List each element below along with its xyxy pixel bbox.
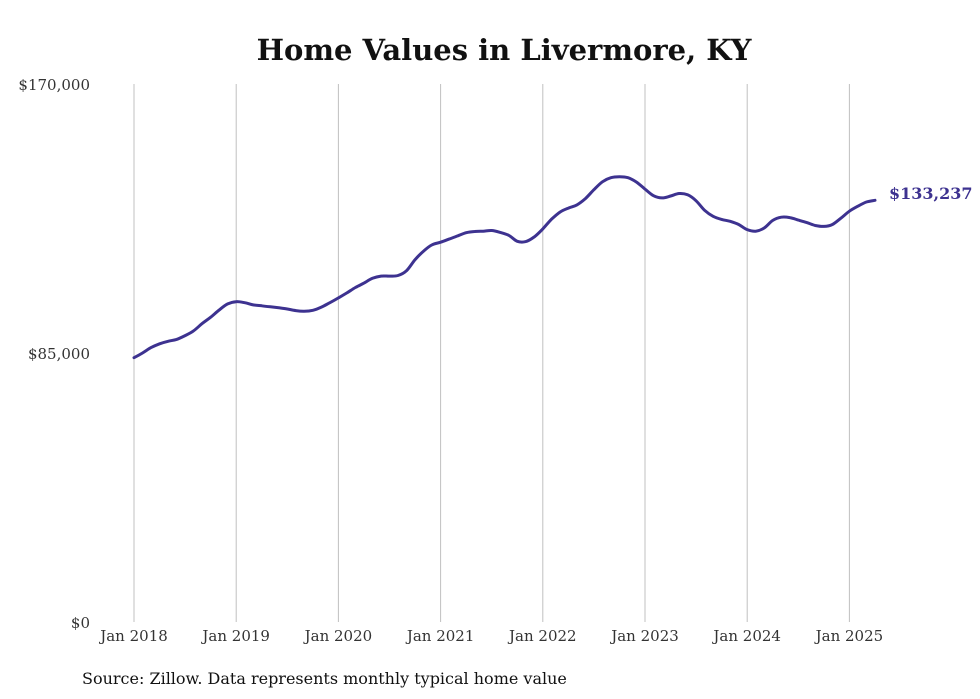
- y-axis-ticks: $0 $85,000 $170,000: [18, 76, 90, 632]
- x-tick-label: Jan 2023: [609, 627, 679, 645]
- source-note: Source: Zillow. Data represents monthly …: [82, 669, 567, 688]
- home-value-line: [132, 175, 877, 360]
- x-axis-ticks: Jan 2018 Jan 2019 Jan 2020 Jan 2021 Jan 2022…: [98, 627, 883, 645]
- y-tick-label: $170,000: [18, 76, 90, 94]
- x-tick-label: Jan 2024: [711, 627, 781, 645]
- x-tick-label: Jan 2022: [507, 627, 577, 645]
- x-tick-label: Jan 2025: [814, 627, 884, 645]
- latest-value-label: $133,237: [889, 184, 973, 203]
- x-tick-label: Jan 2021: [405, 627, 475, 645]
- y-tick-label: $0: [71, 614, 90, 632]
- x-tick-label: Jan 2019: [200, 627, 270, 645]
- chart-title: Home Values in Livermore, KY: [257, 33, 752, 67]
- y-tick-label: $85,000: [28, 345, 90, 363]
- x-tick-label: Jan 2020: [303, 627, 373, 645]
- grid-lines: [133, 84, 850, 622]
- x-tick-label: Jan 2018: [98, 627, 168, 645]
